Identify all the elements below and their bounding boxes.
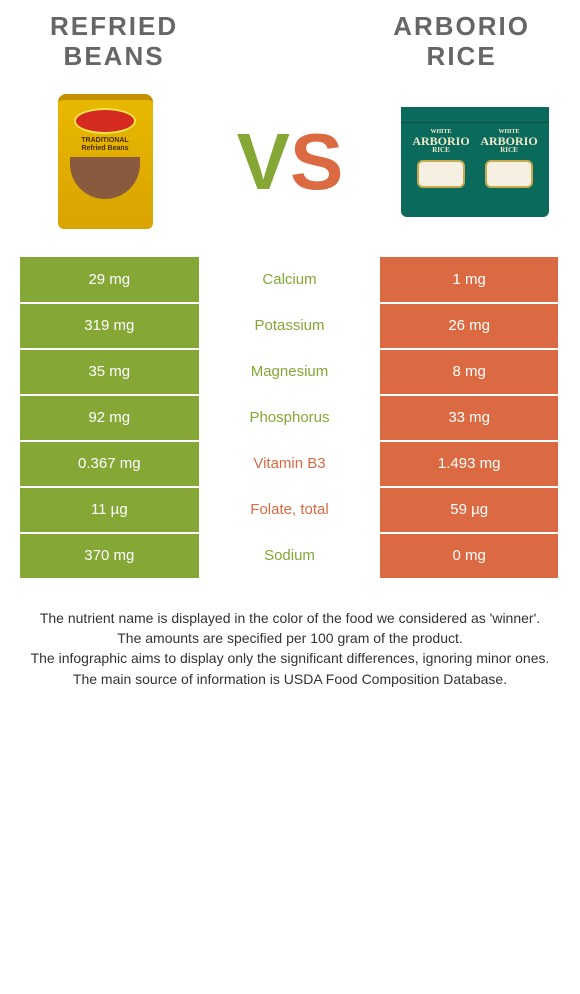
left-value: 0.367 mg (20, 441, 200, 487)
footer-line: The nutrient name is displayed in the co… (20, 608, 560, 628)
nutrient-comparison-table: 29 mgCalcium1 mg319 mgPotassium26 mg35 m… (20, 257, 560, 580)
left-product-image: TRADITIONAL Refried Beans (30, 92, 180, 232)
table-row: 92 mgPhosphorus33 mg (20, 395, 559, 441)
footer-line: The infographic aims to display only the… (20, 648, 560, 668)
right-value: 33 mg (379, 395, 559, 441)
table-row: 11 µgFolate, total59 µg (20, 487, 559, 533)
vs-v: V (237, 116, 290, 208)
left-value: 11 µg (20, 487, 200, 533)
left-product-title: Refried Beans (50, 12, 178, 72)
left-value: 29 mg (20, 257, 200, 303)
nutrient-name: Calcium (200, 257, 380, 303)
right-value: 8 mg (379, 349, 559, 395)
nutrient-name: Sodium (200, 533, 380, 579)
footer-notes: The nutrient name is displayed in the co… (20, 608, 560, 689)
right-value: 26 mg (379, 303, 559, 349)
table-row: 35 mgMagnesium8 mg (20, 349, 559, 395)
refried-beans-can-icon: TRADITIONAL Refried Beans (58, 94, 153, 229)
right-product-image: WHITE ARBORIO RICE WHITE ARBORIO RICE (400, 92, 550, 232)
nutrient-name: Vitamin B3 (200, 441, 380, 487)
hero-row: TRADITIONAL Refried Beans VS WHITE ARBOR… (0, 72, 580, 257)
comparison-header: Refried Beans Arborio Rice (0, 0, 580, 72)
footer-line: The amounts are specified per 100 gram o… (20, 628, 560, 648)
left-value: 319 mg (20, 303, 200, 349)
right-value: 1.493 mg (379, 441, 559, 487)
left-value: 92 mg (20, 395, 200, 441)
table-row: 0.367 mgVitamin B31.493 mg (20, 441, 559, 487)
table-row: 29 mgCalcium1 mg (20, 257, 559, 303)
vs-label: VS (237, 116, 344, 208)
arborio-rice-bags-icon: WHITE ARBORIO RICE WHITE ARBORIO RICE (401, 107, 549, 217)
right-product-title: Arborio Rice (393, 12, 530, 72)
nutrient-name: Phosphorus (200, 395, 380, 441)
table-row: 370 mgSodium0 mg (20, 533, 559, 579)
vs-s: S (290, 116, 343, 208)
left-value: 35 mg (20, 349, 200, 395)
table-row: 319 mgPotassium26 mg (20, 303, 559, 349)
nutrient-name: Magnesium (200, 349, 380, 395)
right-value: 1 mg (379, 257, 559, 303)
footer-line: The main source of information is USDA F… (20, 669, 560, 689)
nutrient-name: Potassium (200, 303, 380, 349)
nutrient-name: Folate, total (200, 487, 380, 533)
right-value: 0 mg (379, 533, 559, 579)
left-value: 370 mg (20, 533, 200, 579)
right-value: 59 µg (379, 487, 559, 533)
